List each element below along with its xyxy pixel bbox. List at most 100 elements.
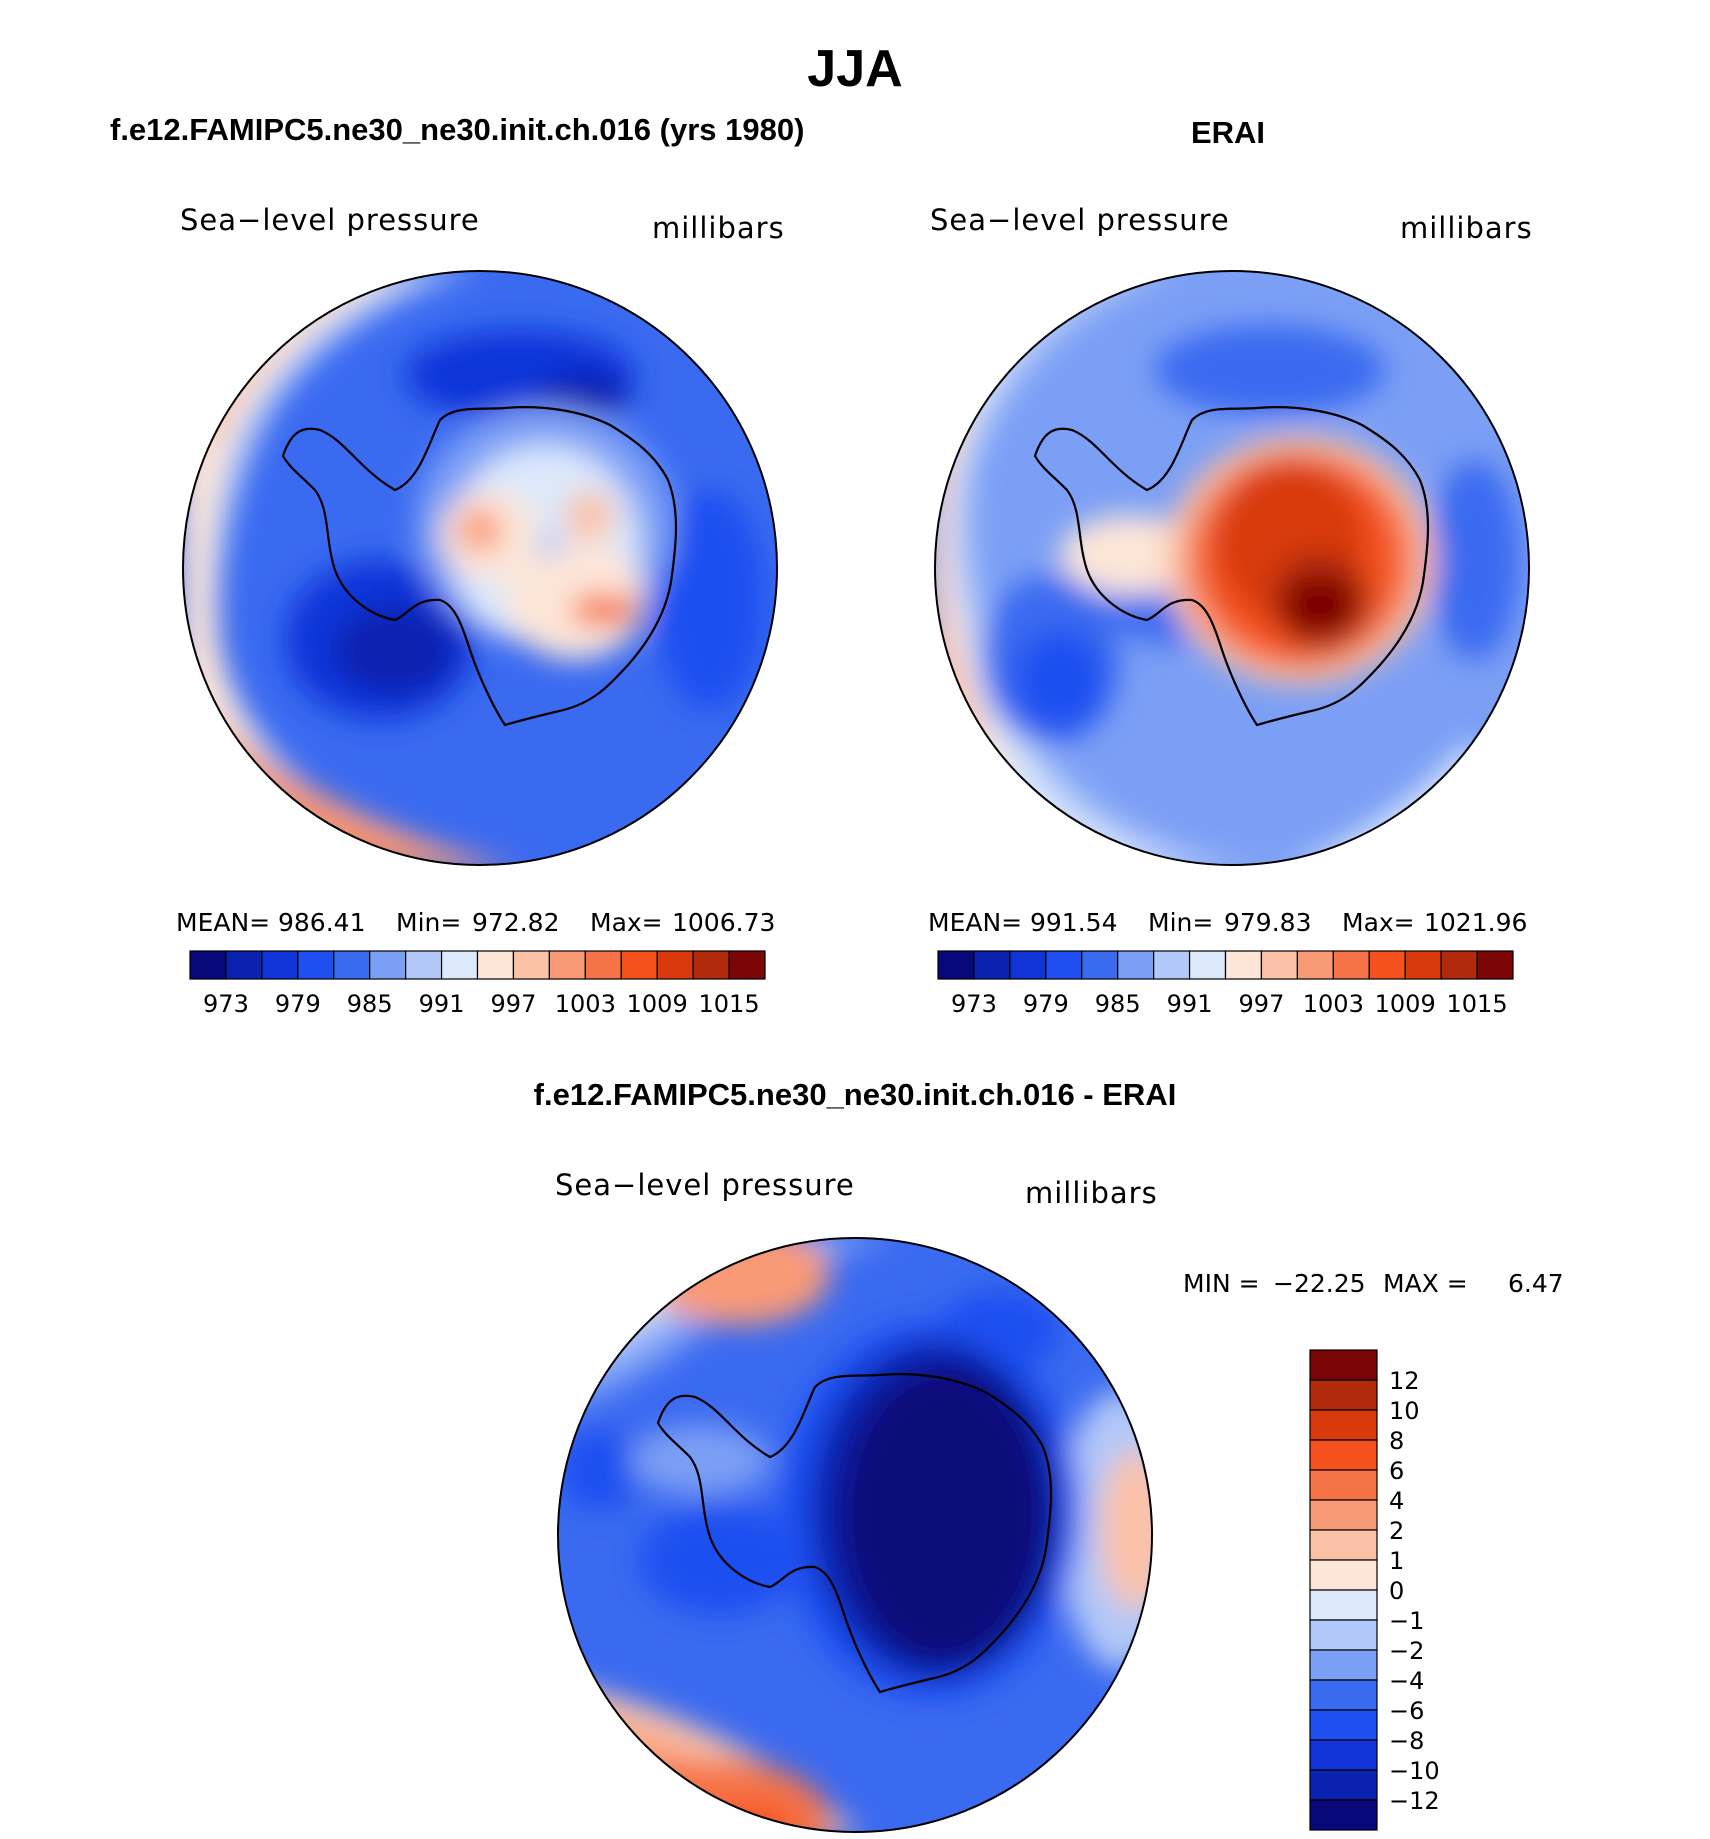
panel-diff-colorbar-tick-label: 2	[1389, 1517, 1404, 1545]
panel-obs-colorbar-tick-label: 985	[1095, 990, 1141, 1018]
panel-obs-colorbar-swatch	[1296, 950, 1334, 980]
panel-diff-colorbar-tick-label: −6	[1389, 1697, 1424, 1725]
panel-model-max-label: Max=	[590, 908, 663, 937]
panel-diff-colorbar-swatch	[1309, 1379, 1378, 1411]
panel-model-colorbar-tick-label: 1003	[555, 990, 616, 1018]
panel-obs-coastline	[1033, 406, 1430, 727]
panel-obs-colorbar: 973 979 985 991 997 1003 1009 1015	[937, 950, 1514, 1018]
panel-obs-colorbar-tick-label: 973	[951, 990, 997, 1018]
panel-obs-colorbar-swatch	[937, 950, 975, 980]
panel-model-colorbar-swatch	[584, 950, 622, 980]
panel-diff-coastline	[656, 1373, 1053, 1694]
panel-diff-colorbar-tick-label: 4	[1389, 1487, 1404, 1515]
panel-model-colorbar: 973 979 985 991 997 1003 1009 1015	[189, 950, 766, 1018]
panel-model-colorbar-swatch	[476, 950, 515, 980]
panel-model: f.e12.FAMIPC5.ne30_ne30.init.ch.016 (yrs…	[110, 112, 804, 1018]
panel-model-variable-label: Sea−level pressure	[180, 203, 480, 237]
panel-model-colorbar-swatch	[369, 950, 407, 980]
panel-diff-subtitle: f.e12.FAMIPC5.ne30_ne30.init.ch.016 - ER…	[534, 1077, 1177, 1112]
panel-diff-min-label: MIN =	[1183, 1269, 1260, 1298]
panel-obs-mean-label: MEAN=	[928, 908, 1022, 937]
panel-diff-colorbar-swatch	[1309, 1499, 1378, 1531]
panel-obs-colorbar-swatch	[1081, 950, 1119, 980]
panel-diff-colorbar-swatch	[1309, 1649, 1378, 1681]
panel-obs-min-label: Min=	[1148, 908, 1213, 937]
panel-model-colorbar-tick-label: 973	[203, 990, 249, 1018]
panel-diff-colorbar-tick-label: 8	[1389, 1427, 1404, 1455]
panel-diff-max-label: MAX =	[1383, 1269, 1468, 1298]
panel-obs-colorbar-swatch	[1117, 950, 1155, 980]
panel-diff-map-border	[557, 1237, 1153, 1833]
panel-obs-colorbar-swatch	[1009, 950, 1047, 980]
panel-model-colorbar-tick-label: 997	[491, 990, 537, 1018]
panel-model-colorbar-swatch	[189, 950, 227, 980]
panel-diff-colorbar-swatch	[1309, 1799, 1378, 1831]
panel-diff-colorbar-tick-label: 6	[1389, 1457, 1404, 1485]
panel-model-colorbar-swatch	[548, 950, 586, 980]
panel-model-subtitle: f.e12.FAMIPC5.ne30_ne30.init.ch.016 (yrs…	[110, 112, 804, 147]
panel-obs-colorbar-swatch	[1045, 950, 1083, 980]
panel-model-colorbar-swatch	[440, 950, 479, 980]
panel-obs-colorbar-swatch	[1188, 950, 1227, 980]
panel-obs-colorbar-tick-label: 1009	[1375, 990, 1436, 1018]
panel-diff-colorbar-swatch	[1309, 1739, 1378, 1771]
panel-diff-colorbar-tick-label: 0	[1389, 1577, 1404, 1605]
panel-model-max-value: 1006.73	[672, 908, 775, 937]
panel-model-colorbar-swatch	[225, 950, 263, 980]
panel-obs-colorbar-swatch	[1332, 950, 1370, 980]
panel-model-colorbar-swatch	[333, 950, 371, 980]
panel-obs-min-value: 979.83	[1224, 908, 1311, 937]
panel-obs-colorbar-swatch	[1368, 950, 1406, 980]
figure-title: JJA	[807, 40, 902, 98]
panel-obs-units-label: millibars	[1400, 211, 1533, 245]
panel-obs-colorbar-swatch	[973, 950, 1011, 980]
panel-diff-map	[558, 1238, 1152, 1832]
panel-diff-colorbar-tick-label: −8	[1389, 1727, 1424, 1755]
panel-diff-colorbar-swatch	[1309, 1469, 1378, 1501]
panel-model-colorbar-swatch	[620, 950, 658, 980]
panel-model-coastline	[281, 406, 678, 727]
panel-model-colorbar-tick-label: 1009	[627, 990, 688, 1018]
panel-diff-colorbar-swatch	[1309, 1589, 1378, 1621]
panel-diff-colorbar-tick-label: −10	[1389, 1757, 1440, 1785]
panel-diff-colorbar-swatch	[1309, 1559, 1378, 1591]
panel-diff-colorbar-swatch	[1309, 1439, 1378, 1471]
panel-obs-map-border	[934, 270, 1530, 866]
panel-model-min-label: Min=	[396, 908, 461, 937]
panel-model-colorbar-tick-label: 991	[419, 990, 465, 1018]
panel-obs-colorbar-swatch	[1404, 950, 1442, 980]
panel-obs-colorbar-tick-label: 979	[1023, 990, 1069, 1018]
panel-diff-min-value: −22.25	[1273, 1269, 1366, 1298]
panel-model-mean-label: MEAN=	[176, 908, 270, 937]
panel-diff-colorbar-swatch	[1309, 1349, 1378, 1381]
panel-diff-units-label: millibars	[1025, 1176, 1158, 1210]
panel-diff-colorbar-tick-label: 1	[1389, 1547, 1404, 1575]
panel-model-colorbar-swatch	[656, 950, 694, 980]
panel-model-map-border	[182, 270, 778, 866]
panel-model-colorbar-swatch	[512, 950, 550, 980]
panel-model-mean-value: 986.41	[278, 908, 365, 937]
panel-diff-colorbar-tick-label: 10	[1389, 1397, 1420, 1425]
panel-obs-colorbar-tick-label: 1015	[1447, 990, 1508, 1018]
panel-obs-colorbar-swatch	[1224, 950, 1263, 980]
panel-model-colorbar-tick-label: 1015	[699, 990, 760, 1018]
panel-model-colorbar-swatch	[261, 950, 299, 980]
panel-diff-colorbar-swatch	[1309, 1409, 1378, 1441]
panel-model-colorbar-swatch	[405, 950, 443, 980]
panel-obs-colorbar-swatch	[1260, 950, 1298, 980]
panel-obs: ERAI Sea−level pressure millibars	[928, 115, 1533, 1018]
panel-obs-colorbar-tick-label: 991	[1167, 990, 1213, 1018]
panel-obs-colorbar-swatch	[1440, 950, 1478, 980]
panel-diff-colorbar-tick-label: 12	[1389, 1367, 1420, 1395]
panel-obs-variable-label: Sea−level pressure	[930, 203, 1230, 237]
panel-diff-variable-label: Sea−level pressure	[555, 1168, 855, 1202]
panel-diff-colorbar-tick-label: −1	[1389, 1607, 1424, 1635]
panel-diff-max-value: 6.47	[1508, 1269, 1564, 1298]
panel-obs-subtitle: ERAI	[1191, 115, 1265, 150]
panel-obs-colorbar-swatch	[1476, 950, 1514, 980]
panel-obs-max-label: Max=	[1342, 908, 1415, 937]
panel-diff-colorbar-swatch	[1309, 1619, 1378, 1651]
panel-obs-colorbar-tick-label: 1003	[1303, 990, 1364, 1018]
